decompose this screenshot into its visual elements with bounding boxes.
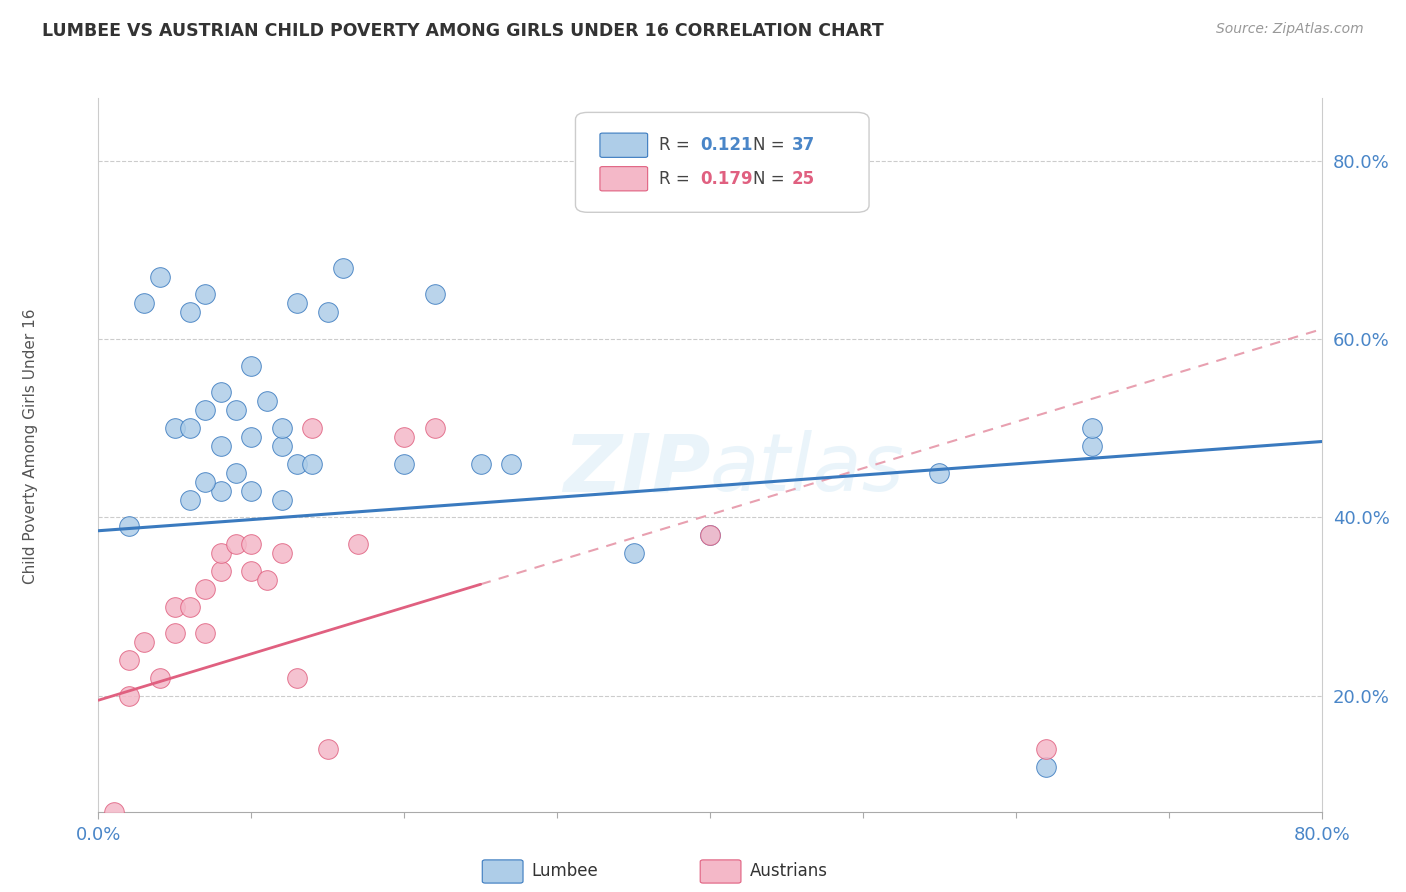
Point — [225, 537, 247, 551]
Point — [1081, 421, 1104, 435]
Point — [316, 305, 339, 319]
Point — [194, 403, 217, 417]
Text: atlas: atlas — [710, 430, 905, 508]
Point — [1035, 760, 1057, 774]
Point — [179, 599, 201, 614]
Point — [347, 537, 370, 551]
Point — [501, 457, 523, 471]
Point — [270, 546, 292, 560]
Point — [240, 430, 263, 444]
Point — [285, 671, 308, 685]
Point — [194, 287, 217, 301]
Point — [179, 421, 201, 435]
Point — [240, 564, 263, 578]
Text: 25: 25 — [792, 169, 815, 187]
Point — [240, 537, 263, 551]
Point — [163, 626, 186, 640]
Text: N =: N = — [752, 169, 790, 187]
Point — [194, 582, 217, 596]
Point — [316, 742, 339, 756]
Point — [209, 385, 232, 400]
Text: Lumbee: Lumbee — [531, 863, 598, 880]
FancyBboxPatch shape — [600, 167, 648, 191]
Point — [256, 573, 278, 587]
Point — [392, 457, 416, 471]
Point — [285, 457, 308, 471]
Point — [163, 599, 186, 614]
Point — [270, 439, 292, 453]
Point — [1035, 742, 1057, 756]
Point — [225, 403, 247, 417]
Text: 0.121: 0.121 — [700, 136, 752, 154]
Point — [270, 421, 292, 435]
FancyBboxPatch shape — [575, 112, 869, 212]
Point — [423, 287, 446, 301]
Text: R =: R = — [658, 136, 695, 154]
Point — [623, 546, 645, 560]
Point — [118, 653, 141, 667]
Point — [103, 805, 125, 819]
Point — [699, 528, 721, 542]
Point — [301, 457, 323, 471]
Point — [256, 394, 278, 409]
Text: Source: ZipAtlas.com: Source: ZipAtlas.com — [1216, 22, 1364, 37]
Text: N =: N = — [752, 136, 790, 154]
Point — [163, 421, 186, 435]
Point — [209, 564, 232, 578]
Point — [209, 546, 232, 560]
Point — [928, 466, 950, 480]
Point — [225, 466, 247, 480]
Point — [194, 626, 217, 640]
Point — [179, 492, 201, 507]
Point — [699, 528, 721, 542]
Point — [194, 475, 217, 489]
Point — [134, 296, 156, 310]
Point — [301, 421, 323, 435]
Point — [134, 635, 156, 649]
Point — [240, 483, 263, 498]
Text: Child Poverty Among Girls Under 16: Child Poverty Among Girls Under 16 — [24, 309, 38, 583]
Point — [240, 359, 263, 373]
Text: R =: R = — [658, 169, 695, 187]
Point — [285, 296, 308, 310]
Point — [118, 519, 141, 533]
Point — [149, 269, 172, 284]
Text: LUMBEE VS AUSTRIAN CHILD POVERTY AMONG GIRLS UNDER 16 CORRELATION CHART: LUMBEE VS AUSTRIAN CHILD POVERTY AMONG G… — [42, 22, 884, 40]
Text: 0.179: 0.179 — [700, 169, 752, 187]
Point — [1081, 439, 1104, 453]
Point — [118, 689, 141, 703]
Text: 37: 37 — [792, 136, 815, 154]
Point — [179, 305, 201, 319]
Point — [149, 671, 172, 685]
Point — [470, 457, 492, 471]
Point — [332, 260, 354, 275]
Point — [423, 421, 446, 435]
Point — [270, 492, 292, 507]
Point — [392, 430, 416, 444]
Point — [209, 483, 232, 498]
Text: Austrians: Austrians — [749, 863, 827, 880]
FancyBboxPatch shape — [600, 133, 648, 157]
Text: ZIP: ZIP — [562, 430, 710, 508]
Point — [209, 439, 232, 453]
